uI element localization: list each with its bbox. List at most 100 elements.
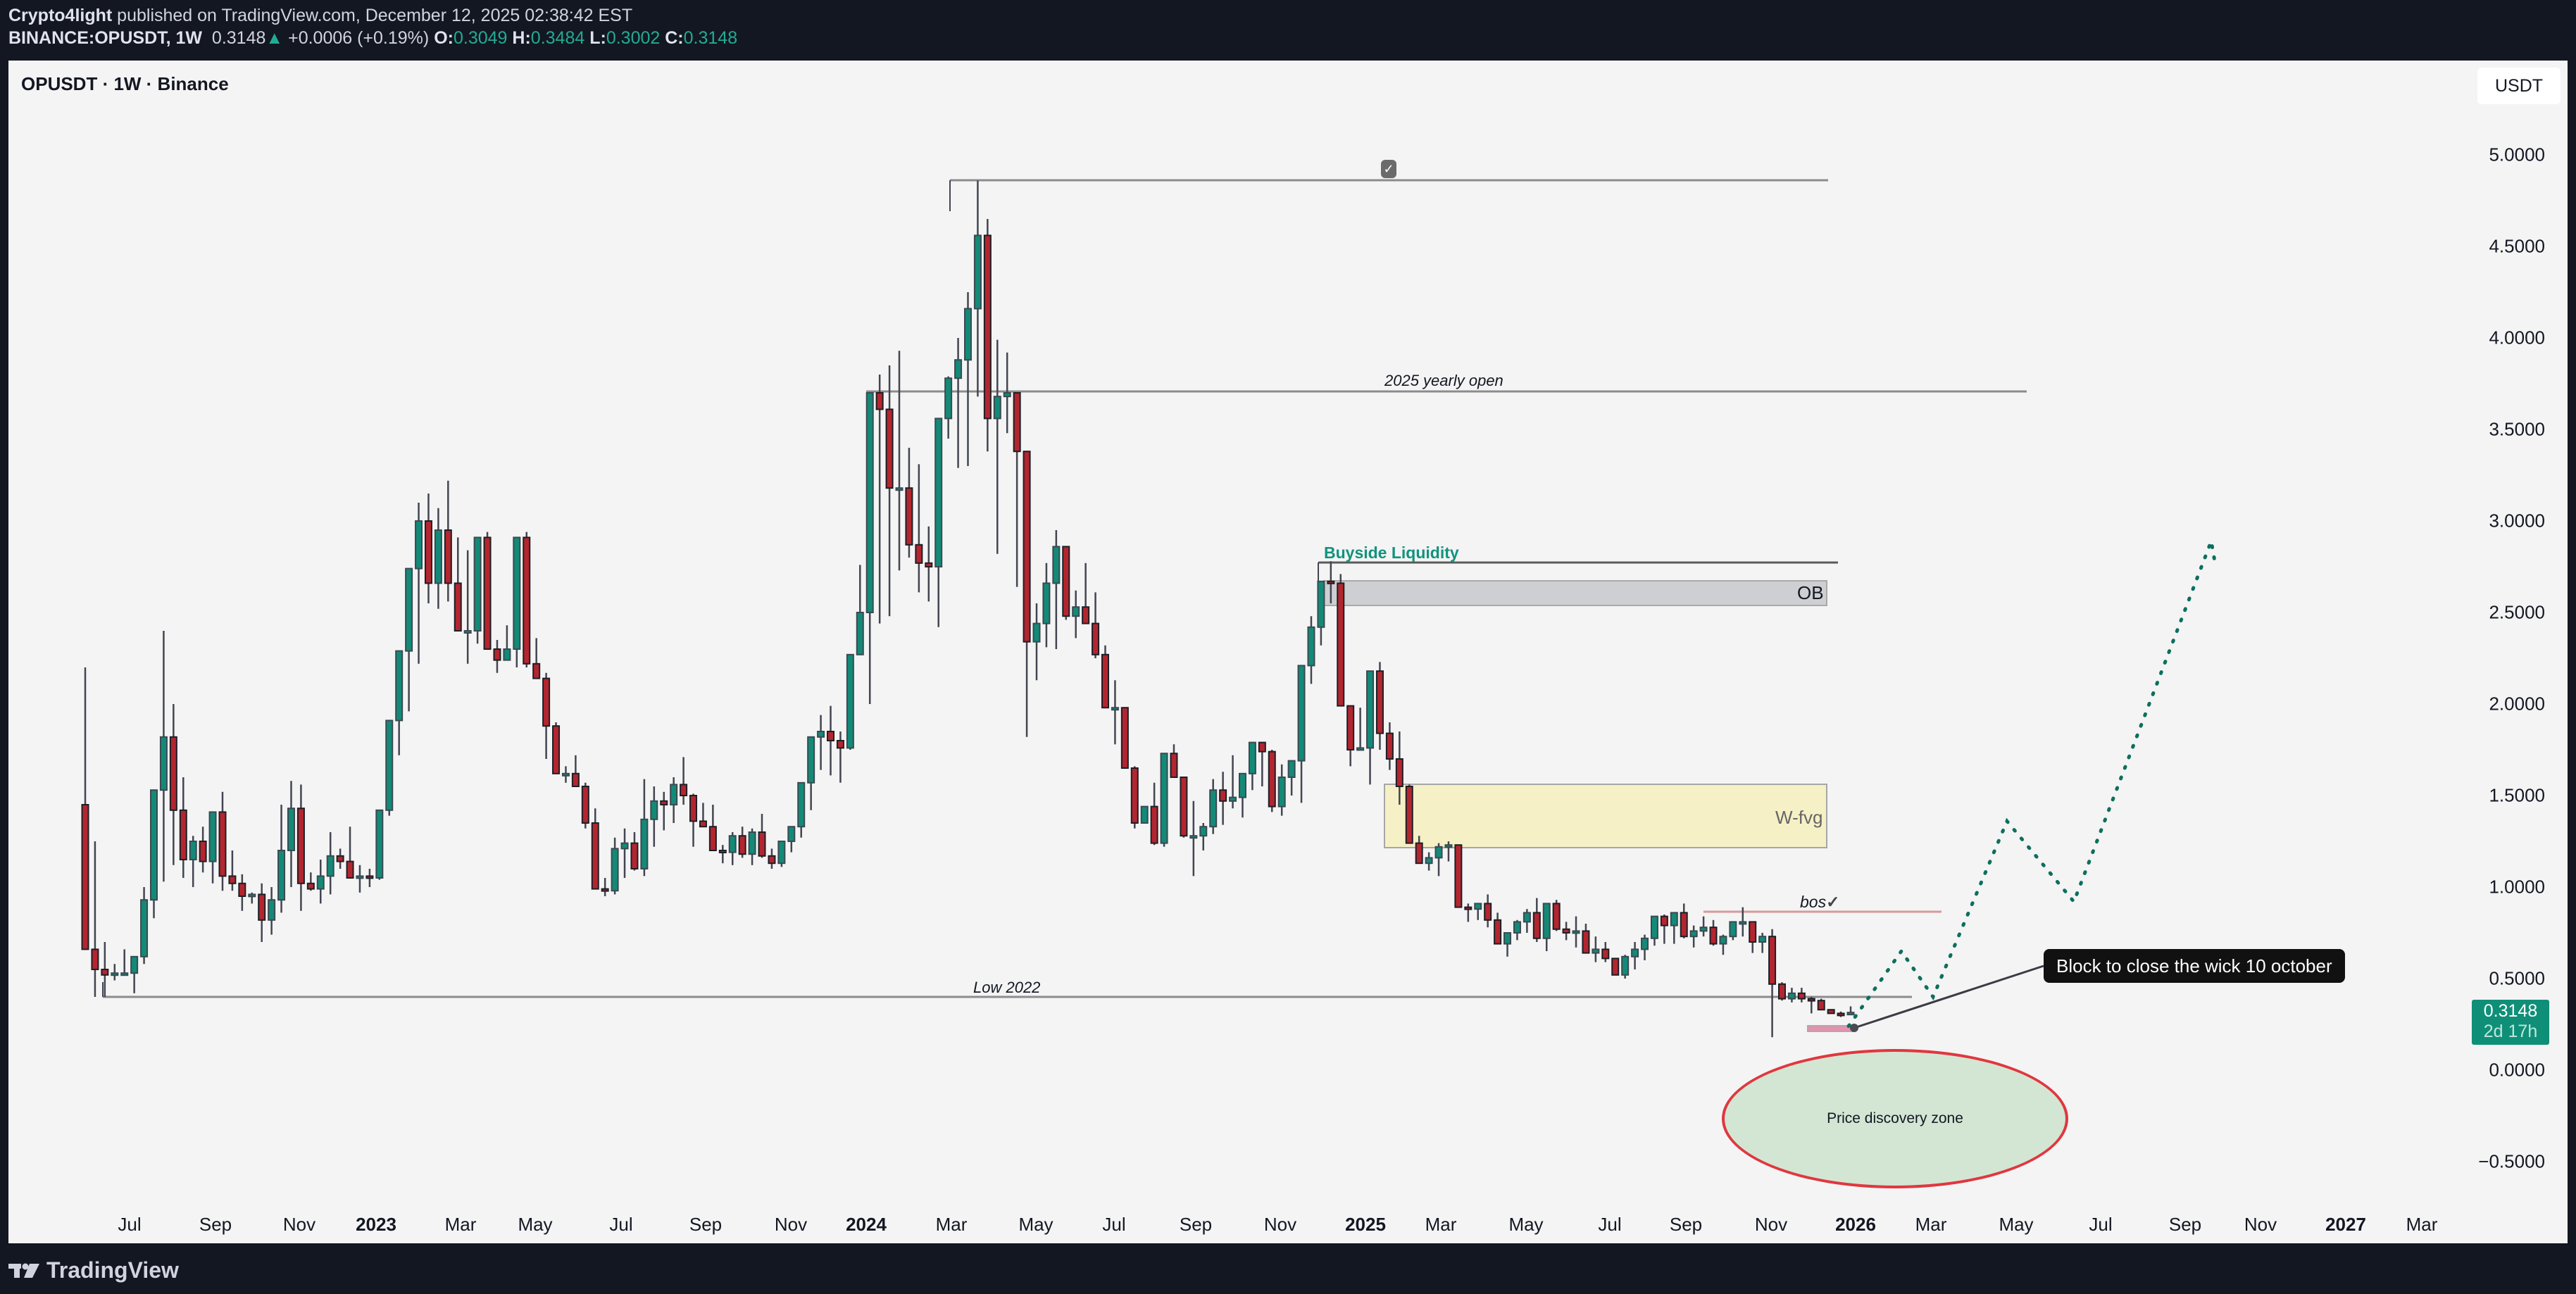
candle[interactable] xyxy=(1277,777,1286,808)
candle[interactable] xyxy=(208,811,217,862)
candle[interactable] xyxy=(268,899,276,921)
candle[interactable] xyxy=(1199,826,1208,837)
candle[interactable] xyxy=(159,736,168,791)
candle[interactable] xyxy=(1631,948,1639,957)
candle[interactable] xyxy=(1082,606,1090,624)
candle[interactable] xyxy=(1729,921,1737,938)
candle[interactable] xyxy=(130,955,139,974)
candle[interactable] xyxy=(1042,582,1051,624)
candle[interactable] xyxy=(865,392,874,613)
candle[interactable] xyxy=(1592,948,1600,954)
candle[interactable] xyxy=(493,648,501,661)
candle[interactable] xyxy=(1346,705,1355,750)
candle[interactable] xyxy=(915,544,923,564)
candle[interactable] xyxy=(1562,928,1570,934)
candle[interactable] xyxy=(189,841,197,860)
candle[interactable] xyxy=(601,888,609,892)
candle[interactable] xyxy=(1749,921,1757,943)
candle[interactable] xyxy=(1140,805,1149,824)
candle[interactable] xyxy=(827,731,835,741)
candle[interactable] xyxy=(680,784,688,797)
candle[interactable] xyxy=(748,831,756,855)
candle[interactable] xyxy=(1739,921,1747,925)
candle[interactable] xyxy=(1317,580,1325,628)
candle[interactable] xyxy=(964,308,972,361)
candle[interactable] xyxy=(1052,546,1061,584)
candle[interactable] xyxy=(973,234,982,310)
candle[interactable] xyxy=(277,850,286,901)
candle[interactable] xyxy=(1523,912,1531,923)
candle[interactable] xyxy=(1641,937,1649,950)
candle[interactable] xyxy=(454,582,462,632)
candle[interactable] xyxy=(944,377,953,420)
candle[interactable] xyxy=(689,795,698,822)
candle[interactable] xyxy=(1464,906,1473,910)
candle[interactable] xyxy=(1670,912,1678,926)
candle[interactable] xyxy=(463,630,472,634)
candle[interactable] xyxy=(934,417,943,568)
candle[interactable] xyxy=(561,772,570,777)
candle[interactable] xyxy=(385,720,394,811)
candle[interactable] xyxy=(1268,750,1276,808)
candle[interactable] xyxy=(1337,582,1345,707)
candle[interactable] xyxy=(405,567,413,652)
candle[interactable] xyxy=(983,234,992,420)
candle[interactable] xyxy=(650,800,658,820)
checkmark-icon[interactable]: ✓ xyxy=(1381,160,1396,178)
candle[interactable] xyxy=(699,820,707,828)
candle[interactable] xyxy=(1258,741,1266,753)
candle[interactable] xyxy=(1238,772,1246,798)
candle[interactable] xyxy=(1405,786,1413,844)
candle[interactable] xyxy=(1150,805,1158,844)
candle[interactable] xyxy=(1180,777,1188,837)
candle[interactable] xyxy=(1385,732,1394,760)
candle[interactable] xyxy=(1120,707,1129,770)
candle[interactable] xyxy=(670,784,678,806)
candle[interactable] xyxy=(1415,842,1423,865)
candle[interactable] xyxy=(287,808,295,851)
candle[interactable] xyxy=(179,809,187,861)
candle[interactable] xyxy=(758,831,766,857)
candle[interactable] xyxy=(846,653,854,749)
tradingview-logo[interactable]: TradingView xyxy=(8,1257,179,1283)
candle[interactable] xyxy=(640,818,649,870)
candle[interactable] xyxy=(513,536,521,651)
candle[interactable] xyxy=(708,826,717,851)
candle[interactable] xyxy=(620,842,629,850)
candle[interactable] xyxy=(258,893,266,921)
candle[interactable] xyxy=(101,969,109,976)
candle[interactable] xyxy=(523,536,531,665)
candle[interactable] xyxy=(1552,903,1561,930)
candle[interactable] xyxy=(1170,753,1178,778)
candle[interactable] xyxy=(1229,796,1237,802)
candle[interactable] xyxy=(1003,392,1011,398)
candle[interactable] xyxy=(1130,767,1139,824)
candle[interactable] xyxy=(1160,753,1168,844)
candle[interactable] xyxy=(542,677,551,727)
wick-block-zone[interactable] xyxy=(1807,1025,1853,1032)
candle[interactable] xyxy=(1680,912,1688,938)
candle[interactable] xyxy=(1484,903,1492,921)
candle[interactable] xyxy=(925,562,933,567)
candle[interactable] xyxy=(424,520,432,584)
candle[interactable] xyxy=(296,808,305,884)
candle[interactable] xyxy=(81,804,89,950)
weekly-fvg-zone[interactable] xyxy=(1384,784,1827,848)
candle[interactable] xyxy=(238,882,246,898)
candle[interactable] xyxy=(444,529,452,584)
callout-anchor[interactable] xyxy=(1850,1024,1858,1032)
candle[interactable] xyxy=(316,875,325,890)
candle[interactable] xyxy=(1601,948,1610,960)
candle[interactable] xyxy=(1611,957,1620,976)
callout-note[interactable]: Block to close the wick 10 october xyxy=(2044,949,2345,983)
chart-pane[interactable] xyxy=(8,61,2568,1243)
candle[interactable] xyxy=(532,662,541,679)
candle[interactable] xyxy=(434,529,442,584)
candle[interactable] xyxy=(836,740,844,749)
candle[interactable] xyxy=(875,392,884,410)
candle[interactable] xyxy=(1395,758,1403,787)
candle[interactable] xyxy=(552,725,561,774)
price-discovery-ellipse[interactable]: Price discovery zone xyxy=(1722,1049,2068,1188)
candle[interactable] xyxy=(787,826,796,842)
order-block-zone[interactable] xyxy=(1323,580,1827,606)
